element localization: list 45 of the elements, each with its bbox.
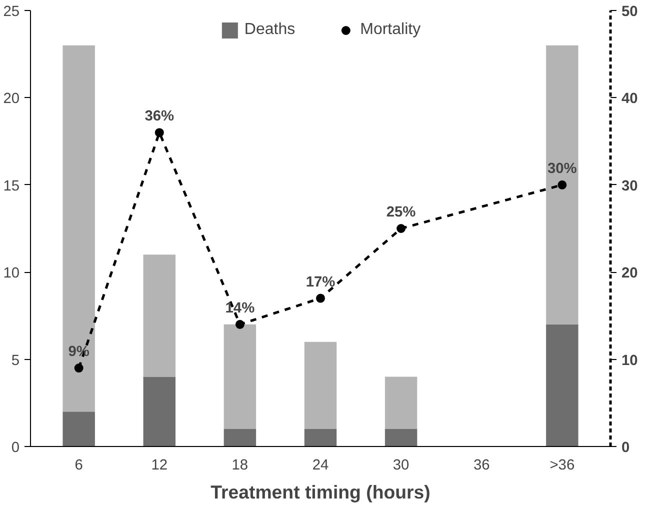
- y-tick-label: 5: [11, 352, 20, 369]
- data-label: 25%: [386, 204, 416, 220]
- y2-tick-label: 20: [622, 266, 638, 282]
- legend-label: Deaths: [244, 21, 296, 39]
- y-tick-label: 0: [11, 440, 20, 456]
- point: [74, 364, 84, 373]
- y-tick-label: 20: [3, 91, 20, 108]
- data-label: 14%: [225, 300, 255, 316]
- x-axis-title: Treatment timing (hours): [210, 482, 430, 502]
- bar: [546, 324, 578, 446]
- bar: [546, 45, 578, 324]
- data-label: 30%: [548, 160, 577, 177]
- data-label: 9%: [68, 344, 90, 360]
- point: [235, 320, 244, 329]
- bar: [384, 376, 418, 430]
- bar: [224, 324, 256, 430]
- x-tick-label: 18: [232, 458, 248, 474]
- x-tick-label: >36: [550, 458, 575, 474]
- y2-tick-label: 10: [622, 352, 638, 369]
- legend-label: Mortality: [360, 21, 421, 39]
- y2-tick-label: 50: [622, 4, 638, 20]
- y-tick-label: 10: [3, 266, 20, 282]
- bar: [304, 342, 337, 430]
- bar: [304, 429, 337, 446]
- data-label: 17%: [306, 274, 336, 290]
- y2-tick-label: 0: [622, 440, 630, 456]
- point: [316, 294, 325, 303]
- bar: [384, 429, 418, 446]
- data-label: 36%: [144, 108, 174, 125]
- bar: [143, 254, 176, 377]
- bar: [62, 45, 95, 412]
- x-tick-label: 36: [473, 458, 490, 474]
- y-tick-label: 15: [3, 178, 20, 194]
- point: [154, 128, 164, 138]
- x-tick-label: 30: [392, 458, 410, 474]
- y2-tick-label: 40: [622, 91, 638, 108]
- point: [396, 224, 406, 233]
- bar: [62, 412, 95, 446]
- x-tick-label: 12: [151, 458, 168, 474]
- y-tick-label: 25: [3, 4, 20, 20]
- bar: [143, 376, 176, 446]
- y2-tick-label: 30: [622, 178, 638, 194]
- x-tick-label: 6: [74, 458, 83, 474]
- x-tick-label: 24: [312, 458, 329, 474]
- bar: [224, 429, 256, 446]
